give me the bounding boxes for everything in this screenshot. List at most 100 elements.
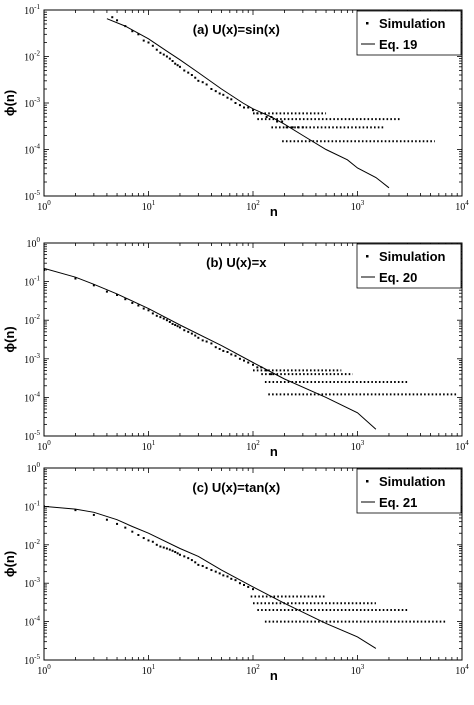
simulation-point [214,90,217,93]
simulation-point [210,569,213,572]
simulation-point [176,64,179,67]
y-tick-label: 10-4 [24,143,40,157]
simulation-point [137,533,140,536]
legend: Simulation Eq. 21 [356,468,462,514]
simulation-point [210,342,213,345]
simulation-point [218,92,221,95]
simulation-point [137,33,140,36]
simulation-point [265,369,268,372]
y-tick-label: 10-3 [24,96,40,110]
simulation-point [222,349,225,352]
simulation-point [174,62,177,65]
x-tick-label: 100 [37,663,51,677]
simulation-point [183,69,186,72]
legend-label-simulation: Simulation [379,16,446,31]
simulation-point [147,539,150,542]
x-tick-label: 102 [246,439,260,453]
simulation-point [230,98,233,101]
simulation-point [176,325,179,328]
simulation-point [252,363,254,366]
y-axis-label: ϕ(n) [2,551,17,577]
simulation-point [247,361,250,364]
y-tick-label: 10-2 [24,313,40,327]
simulation-point [162,53,165,56]
simulation-point [201,339,204,342]
axis-ticks [43,10,462,197]
simulation-point [165,547,168,550]
simulation-point [151,312,154,315]
simulation-point [214,346,217,349]
y-tick-label: 10-2 [24,50,40,64]
x-tick-label: 102 [246,199,260,213]
simulation-point [142,537,145,540]
simulation-point [168,320,171,323]
legend-marker-simulation [366,22,369,25]
simulation-point [155,314,158,317]
simulation-point [222,93,225,96]
theory-curve [44,267,377,430]
simulation-point [162,317,165,320]
simulation-point [276,120,279,123]
simulation-point [155,48,158,51]
simulation-point [178,65,181,68]
simulation-point [176,552,179,555]
y-axis-label: ϕ(n) [2,90,17,116]
simulation-point [234,102,237,104]
chart-panel-1: 100 101 102 103 104 10-5 10-4 10-3 10-2 10-1 n ϕ(n)… [2,3,469,219]
simulation-point [187,330,190,333]
x-tick-label: 104 [455,199,469,213]
simulation-point [142,307,145,310]
legend-box [356,468,462,514]
simulation-point [226,575,229,578]
simulation-point [226,96,229,99]
legend: Simulation Eq. 20 [356,243,462,289]
simulation-point [155,543,158,546]
simulation-point [238,104,241,107]
simulation-point [131,30,134,33]
simulation-point [218,572,221,575]
legend-box [356,10,462,56]
y-tick-label: 10-5 [24,189,40,203]
x-tick-label: 101 [142,663,156,677]
x-tick-label: 103 [351,439,365,453]
simulation-point [168,548,171,551]
simulation-point [92,284,95,287]
simulation-point [116,522,119,525]
plot-data [106,16,435,189]
simulation-point [190,332,193,335]
simulation-point [159,316,162,319]
simulation-point [205,566,208,569]
simulation-point [74,509,77,512]
simulation-point [174,324,177,327]
y-tick-label: 10-3 [24,352,40,366]
simulation-point [151,44,154,47]
simulation-point [214,570,217,573]
simulation-point [242,359,245,362]
simulation-point [165,319,168,322]
simulation-point [187,557,190,560]
simulation-point [281,120,284,123]
y-tick-label: 10-1 [24,275,40,289]
panel-title: (b) U(x)=x [206,255,267,270]
simulation-point [187,71,190,74]
simulation-point [105,290,108,293]
y-tick-label: 10-5 [24,653,40,667]
simulation-point [247,106,250,109]
simulation-point [131,530,134,533]
y-tick-label: 10-3 [24,576,40,590]
simulation-point [222,574,225,577]
simulation-point [226,351,229,354]
simulation-point [205,83,208,86]
simulation-point [201,565,204,568]
theory-curve [44,505,377,649]
simulation-point [242,583,245,586]
legend-label-theory: Eq. 20 [379,270,417,285]
simulation-point [142,39,145,42]
panel-title: (c) U(x)=tan(x) [192,480,280,495]
simulation-point [265,115,268,118]
x-tick-label: 101 [142,199,156,213]
simulation-point [168,57,171,60]
simulation-point [230,577,233,580]
y-tick-label: 10-1 [24,3,40,17]
